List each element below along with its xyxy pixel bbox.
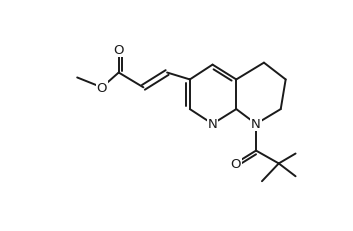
Text: N: N (208, 118, 217, 131)
Text: O: O (113, 44, 124, 57)
Text: O: O (230, 157, 240, 170)
Text: O: O (97, 82, 107, 94)
Text: N: N (251, 118, 261, 131)
